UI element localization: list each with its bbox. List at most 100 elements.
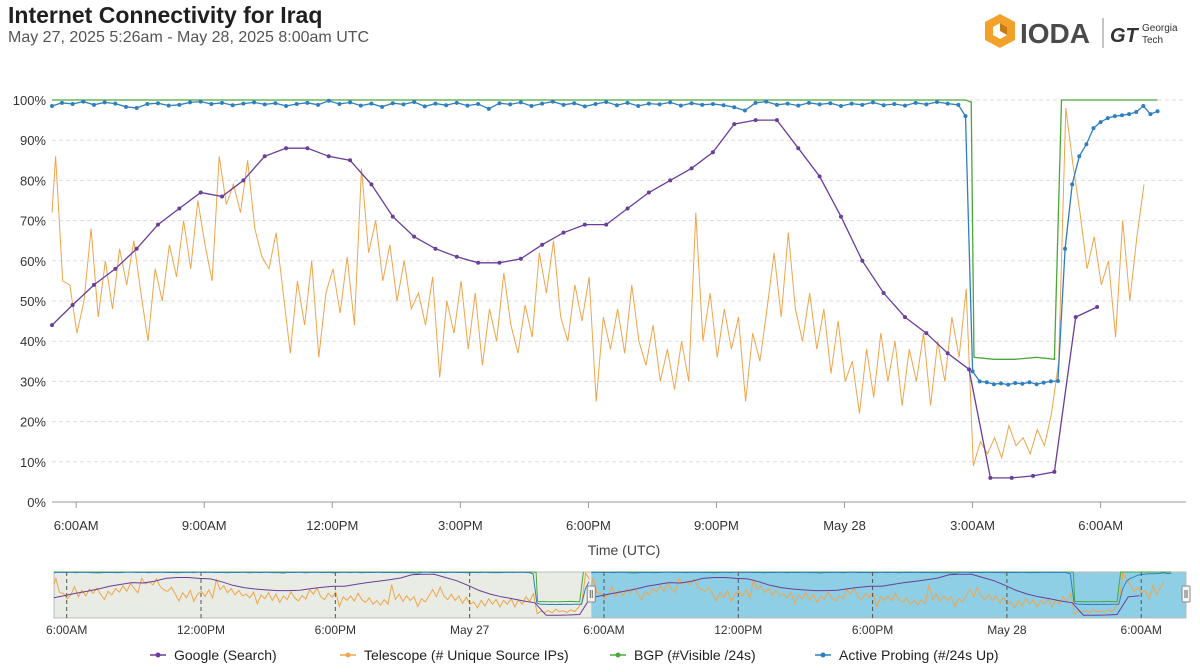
data-point — [625, 100, 630, 105]
data-point — [123, 104, 128, 109]
x-tick-label: 12:00PM — [306, 518, 358, 533]
data-point — [732, 105, 737, 110]
data-point — [963, 114, 968, 119]
data-point — [476, 260, 481, 265]
data-point — [753, 100, 758, 105]
x-tick-label: 3:00AM — [950, 518, 995, 533]
data-point — [1127, 112, 1132, 117]
data-point — [529, 104, 534, 109]
data-point — [1084, 142, 1089, 147]
data-point — [1155, 109, 1160, 114]
navigator-right-handle[interactable] — [1181, 585, 1191, 603]
data-point — [582, 222, 587, 227]
data-point — [454, 100, 459, 105]
data-point — [156, 101, 161, 106]
y-tick-labels: 0% 10% 20% 30% 40% 50% 60% 70% 80% 90% 100% — [13, 93, 47, 510]
data-point — [956, 102, 961, 107]
data-point — [582, 104, 587, 109]
data-point — [358, 103, 363, 108]
data-point — [593, 102, 598, 107]
navigator-left-handle[interactable] — [586, 585, 596, 603]
main-chart: 0% 10% 20% 30% 40% 50% 60% 70% 80% 90% 100% 6:00AM… — [13, 93, 1186, 558]
gt-mark: GT — [1110, 25, 1140, 47]
y-gridlines — [52, 99, 1186, 503]
navigator-series-line — [54, 571, 584, 603]
legend-item[interactable]: Google (Search) — [150, 647, 277, 663]
navigator-chart[interactable]: 6:00AM 12:00PM 6:00PM May 27 6:00AM 12:00PM 6:… — [0, 566, 1200, 656]
data-point — [935, 100, 940, 105]
data-point — [476, 102, 481, 107]
legend-item[interactable]: Telescope (# Unique Source IPs) — [340, 647, 569, 663]
data-point — [945, 101, 950, 106]
data-point — [209, 102, 214, 107]
data-point — [1134, 110, 1139, 115]
legend-item[interactable]: Active Probing (#/24s Up) — [815, 647, 999, 663]
data-point — [1020, 381, 1025, 386]
data-point — [91, 282, 96, 287]
data-point — [380, 104, 385, 109]
data-point — [785, 101, 790, 106]
data-point — [796, 103, 801, 108]
data-point — [401, 102, 406, 107]
data-point — [59, 100, 64, 105]
data-point — [91, 102, 96, 107]
data-point — [817, 102, 822, 107]
x-tick-labels: 6:00AM 9:00AM 12:00PM 3:00PM 6:00PM 9:00PM May… — [54, 502, 1123, 533]
x-tick-label: 6:00PM — [566, 518, 611, 533]
data-point — [465, 103, 470, 108]
data-point — [1073, 315, 1078, 320]
data-point — [657, 102, 662, 107]
data-point — [348, 100, 353, 105]
navigator-tick-label: 6:00PM — [315, 623, 356, 637]
data-point — [497, 260, 502, 265]
data-point — [1070, 182, 1075, 187]
data-point — [625, 206, 630, 211]
data-point — [774, 118, 779, 123]
legend-label: BGP (#Visible /24s) — [634, 647, 756, 663]
data-point — [902, 315, 907, 320]
data-point — [988, 475, 993, 480]
data-point — [1034, 382, 1039, 387]
data-point — [892, 102, 897, 107]
data-point — [550, 99, 555, 104]
legend-item[interactable]: BGP (#Visible /24s) — [610, 647, 756, 663]
data-point — [316, 102, 321, 107]
data-point — [1041, 380, 1046, 385]
data-point — [860, 102, 865, 107]
navigator-tick-label: 6:00AM — [46, 623, 87, 637]
y-tick-label: 80% — [20, 173, 46, 188]
data-point — [113, 266, 118, 271]
data-point — [454, 254, 459, 259]
data-point — [518, 256, 523, 261]
data-point — [636, 104, 641, 109]
y-tick-label: 30% — [20, 374, 46, 389]
legend-marker — [820, 652, 826, 658]
y-tick-label: 10% — [20, 455, 46, 470]
data-point — [689, 166, 694, 171]
data-point — [817, 174, 822, 179]
navigator-series-line — [53, 573, 592, 616]
navigator-tick-label: May 28 — [987, 623, 1027, 637]
navigator-selected-area — [591, 572, 1186, 618]
data-point — [1055, 378, 1060, 383]
navigator-tick-label: 6:00AM — [1121, 623, 1162, 637]
data-point — [806, 100, 811, 105]
gt-text-line1: Georgia — [1142, 23, 1178, 34]
data-point — [838, 214, 843, 219]
navigator-tick-label: May 27 — [450, 623, 490, 637]
data-point — [668, 178, 673, 183]
series-line-0 — [51, 119, 1098, 479]
data-point — [134, 246, 139, 251]
data-point — [710, 102, 715, 107]
y-tick-label: 20% — [20, 415, 46, 430]
series-line-1 — [51, 107, 1145, 466]
page-subtitle: May 27, 2025 5:26am - May 28, 2025 8:00a… — [8, 29, 370, 46]
navigator-tick-label: 6:00PM — [852, 623, 893, 637]
data-point — [1091, 126, 1096, 131]
data-point — [1119, 113, 1124, 118]
data-point — [764, 99, 769, 104]
data-point — [913, 100, 918, 105]
navigator-handles — [586, 585, 1191, 603]
data-point — [262, 154, 267, 159]
data-point — [700, 102, 705, 107]
